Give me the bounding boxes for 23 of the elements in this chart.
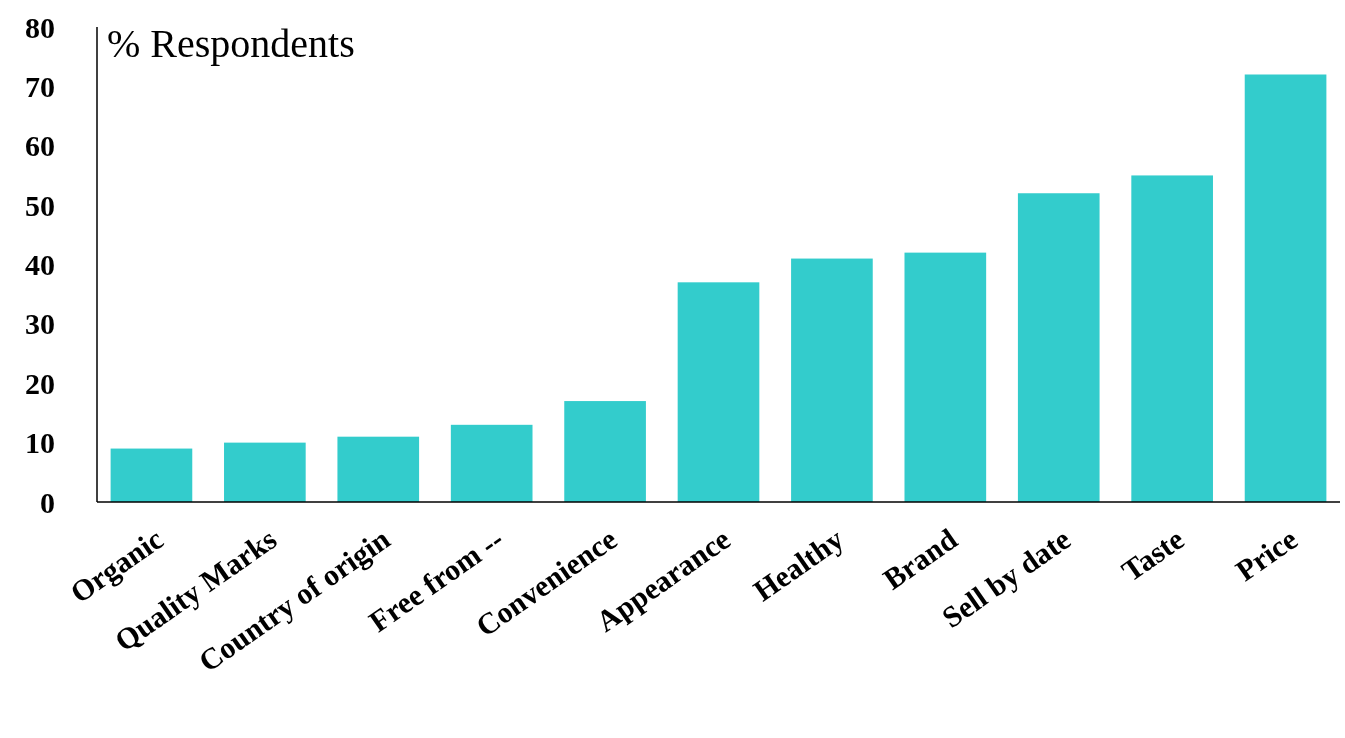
bar bbox=[1017, 193, 1100, 502]
y-tick-label: 50 bbox=[25, 188, 55, 222]
bar bbox=[337, 436, 420, 502]
y-tick-label: 0 bbox=[40, 485, 55, 519]
x-tick-label: Price bbox=[1229, 521, 1303, 588]
bar bbox=[110, 448, 193, 502]
x-tick-label: Taste bbox=[1115, 521, 1190, 588]
y-tick-label: 40 bbox=[25, 248, 55, 281]
bar bbox=[1244, 74, 1327, 502]
y-tick-label: 20 bbox=[25, 366, 55, 400]
y-tick-label: 30 bbox=[25, 307, 55, 341]
y-axis-title: % Respondents bbox=[107, 21, 355, 66]
bar bbox=[1131, 175, 1213, 502]
bar bbox=[677, 282, 760, 502]
y-tick-label: 60 bbox=[25, 129, 55, 163]
bar bbox=[904, 252, 987, 502]
y-tick-label: 10 bbox=[25, 426, 55, 460]
y-tick-label: 70 bbox=[25, 69, 55, 103]
bar bbox=[450, 424, 533, 502]
y-tick-label: 80 bbox=[25, 10, 55, 44]
bar bbox=[224, 442, 306, 502]
bar bbox=[791, 258, 873, 502]
bar bbox=[564, 401, 646, 502]
